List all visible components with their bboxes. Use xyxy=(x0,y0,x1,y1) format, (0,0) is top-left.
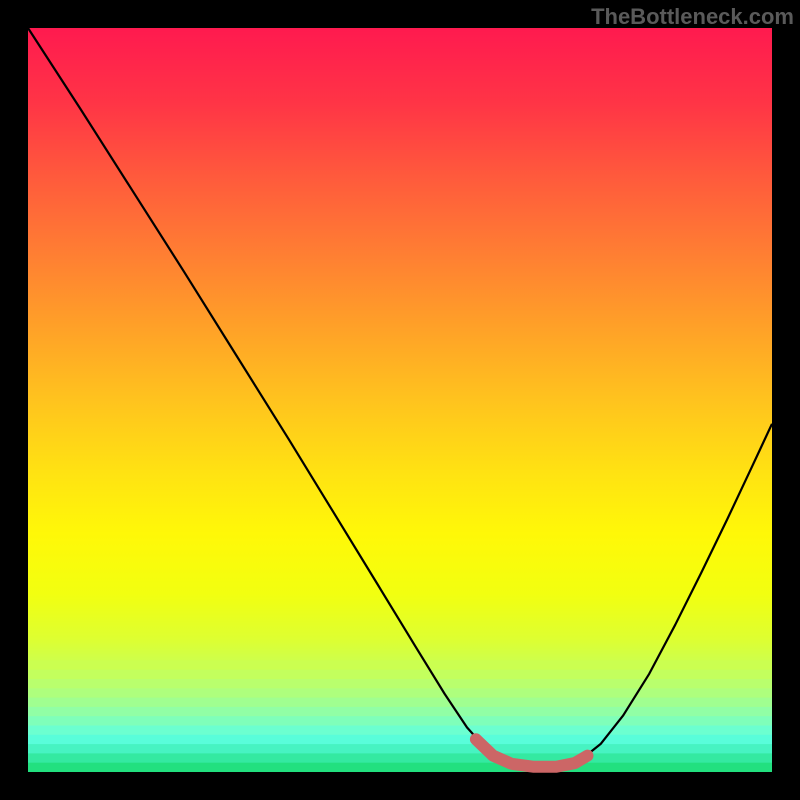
bottleneck-curve xyxy=(28,28,772,768)
plot-area xyxy=(28,28,772,772)
watermark-text: TheBottleneck.com xyxy=(591,4,794,30)
chart-canvas: TheBottleneck.com xyxy=(0,0,800,800)
curve-layer xyxy=(28,28,772,772)
watermark-label: TheBottleneck.com xyxy=(591,4,794,29)
optimal-range-highlight xyxy=(476,739,588,767)
